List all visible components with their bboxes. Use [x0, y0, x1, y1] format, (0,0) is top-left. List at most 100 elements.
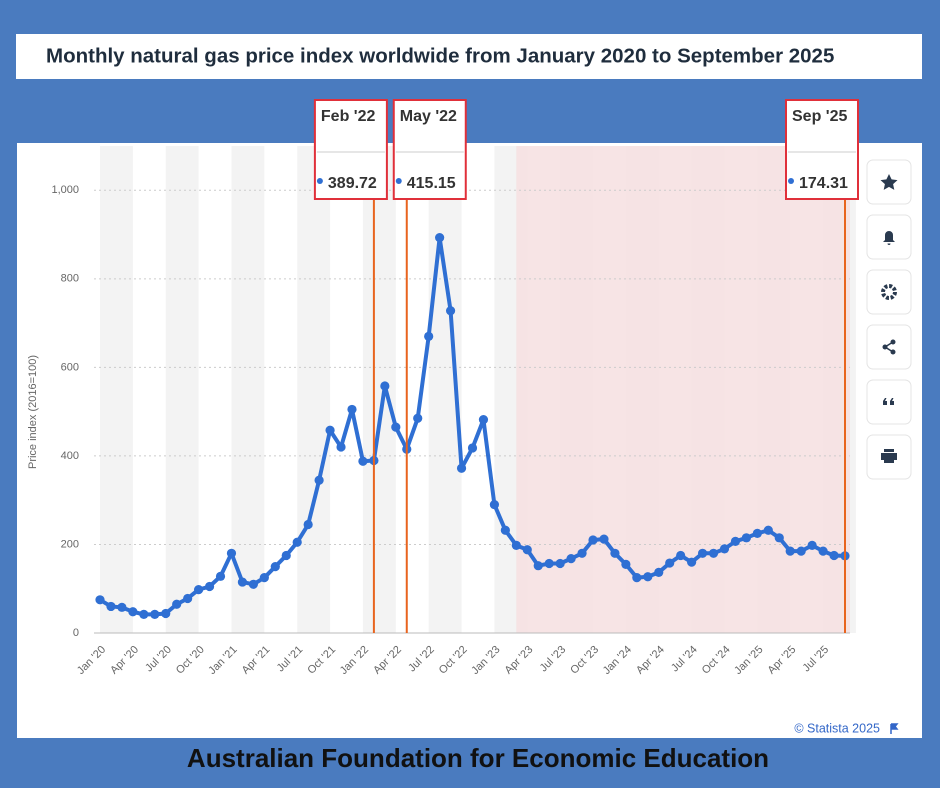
point — [807, 540, 817, 550]
point — [358, 456, 368, 466]
quote-icon — [883, 398, 894, 405]
y-tick-label: 0 — [73, 627, 79, 639]
point — [774, 533, 784, 543]
annotation-box — [392, 99, 467, 200]
point — [95, 595, 105, 605]
print-icon — [881, 449, 897, 463]
cite-button[interactable] — [866, 379, 912, 425]
band — [362, 146, 396, 633]
point — [632, 573, 642, 583]
point — [237, 577, 248, 587]
point — [500, 525, 510, 535]
annotation-dot — [316, 178, 323, 184]
credit: © Statista 2025 — [794, 721, 880, 735]
annotation-label: Feb '22 — [321, 108, 376, 125]
point — [325, 425, 335, 435]
annotation-layer: Feb '22 389.72 May '22 415.15 Sep '25 174.31 — [313, 99, 859, 633]
annotation-value: 389.72 — [328, 175, 377, 192]
point — [347, 404, 357, 415]
point — [763, 525, 773, 535]
point — [270, 561, 280, 572]
annotation-label: Sep '25 — [792, 108, 847, 125]
toolbar — [866, 159, 912, 480]
point — [610, 548, 620, 558]
y-axis-title: Price index (2016=100) — [27, 355, 39, 469]
point — [314, 475, 324, 485]
annotation-value: 174.31 — [799, 175, 848, 192]
y-tick-label: 400 — [61, 450, 79, 462]
point — [380, 381, 390, 391]
annotation-box — [785, 99, 859, 200]
point — [281, 550, 291, 561]
point — [697, 548, 708, 558]
share-button[interactable] — [866, 324, 912, 370]
band — [297, 146, 331, 633]
point — [226, 548, 237, 558]
point — [599, 534, 609, 544]
y-tick-label: 1,000 — [51, 184, 79, 196]
point — [643, 572, 653, 582]
gear-icon — [881, 284, 897, 300]
point — [303, 519, 313, 530]
point — [489, 500, 500, 510]
y-tick-label: 600 — [61, 361, 79, 373]
point — [588, 535, 598, 545]
point — [259, 573, 269, 583]
point — [511, 540, 521, 550]
annotation-dot — [788, 178, 794, 184]
footer: Australian Foundation for Economic Educa… — [187, 743, 769, 773]
point — [106, 601, 116, 612]
point — [117, 602, 127, 612]
point — [730, 536, 741, 546]
point — [128, 607, 138, 617]
settings-button[interactable] — [866, 269, 912, 315]
band — [100, 146, 133, 633]
annotation-value: 415.15 — [407, 175, 456, 192]
point — [391, 422, 401, 432]
point — [752, 528, 762, 538]
point — [139, 609, 149, 620]
bell-icon — [883, 231, 895, 246]
y-tick-label: 200 — [61, 538, 79, 550]
point — [544, 558, 554, 569]
point — [566, 554, 576, 564]
point — [796, 546, 806, 556]
point — [467, 443, 478, 453]
point — [621, 559, 631, 569]
point — [456, 463, 467, 473]
point — [719, 544, 730, 554]
point — [150, 609, 160, 620]
point — [204, 581, 215, 592]
point — [533, 561, 543, 571]
star-icon — [880, 174, 898, 190]
y-tick-label: 800 — [61, 273, 79, 285]
point — [292, 537, 302, 547]
point — [248, 579, 258, 589]
title-box — [16, 34, 922, 79]
annotation-box — [313, 99, 388, 200]
point — [413, 413, 423, 423]
point — [829, 550, 839, 561]
point — [215, 571, 226, 581]
point — [445, 306, 456, 316]
share-icon — [882, 339, 896, 355]
band — [231, 146, 265, 633]
point — [424, 331, 434, 341]
annotation-label: May '22 — [400, 108, 457, 125]
point — [818, 546, 828, 556]
point — [435, 233, 445, 243]
point — [785, 546, 795, 556]
point — [161, 608, 171, 619]
point — [555, 558, 565, 569]
point — [741, 533, 751, 543]
point — [654, 567, 664, 577]
band — [165, 146, 199, 633]
point — [687, 557, 697, 567]
point — [676, 550, 686, 561]
point — [665, 558, 675, 568]
flag-icon — [890, 723, 899, 734]
point — [708, 548, 719, 558]
data-layer — [95, 233, 850, 620]
